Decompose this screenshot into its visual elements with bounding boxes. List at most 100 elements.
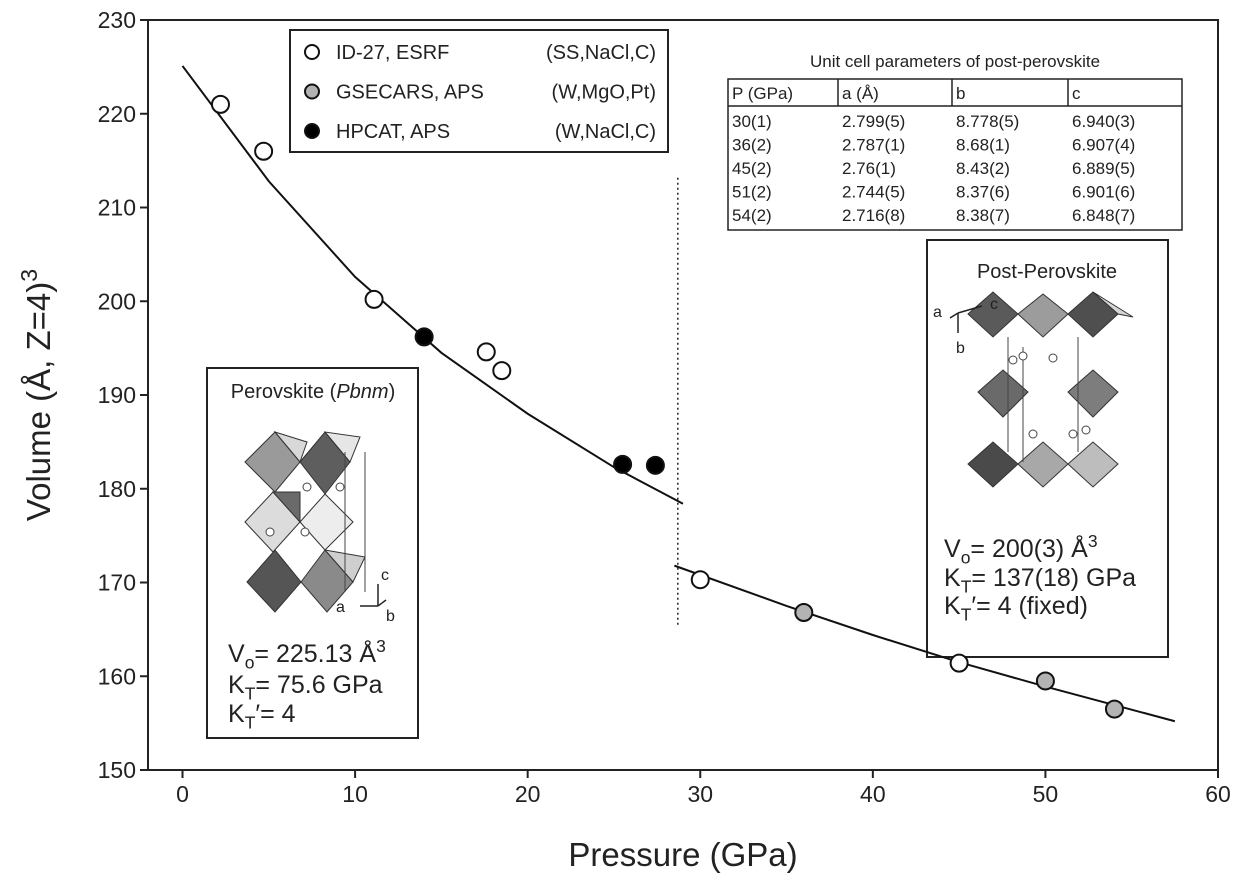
table-cell: 2.787(1) [842, 136, 905, 155]
annotation-line-main: K [228, 671, 245, 699]
table-cell: 51(2) [732, 183, 772, 202]
crystal-axis-label: a [336, 599, 345, 616]
data-point [212, 96, 229, 113]
y-axis-label-sup: 3 [16, 269, 42, 282]
crystal-axis-label: c [381, 567, 389, 584]
y-tick-label: 200 [98, 288, 136, 314]
table-cell: 8.68(1) [956, 136, 1010, 155]
table-cell: 2.799(5) [842, 112, 905, 131]
x-tick-label: 0 [176, 781, 189, 807]
table-cell: 54(2) [732, 206, 772, 225]
y-axis-label-main: Volume (Å [20, 369, 57, 521]
x-tick-label: 40 [860, 781, 886, 807]
annotation-title-part: Perovskite ( [231, 381, 337, 403]
annotation-line-rest: ′= 4 [255, 700, 295, 728]
table-cell: 8.43(2) [956, 159, 1010, 178]
y-tick-label: 190 [98, 382, 136, 408]
x-tick-label: 30 [687, 781, 713, 807]
table-cell: 6.889(5) [1072, 159, 1135, 178]
annotation-line-sub: T [961, 604, 972, 624]
table-header: b [956, 84, 965, 103]
annotation-line-main: V [228, 640, 245, 668]
data-point [478, 343, 495, 360]
table-header: c [1072, 84, 1081, 103]
table-cell: 6.907(4) [1072, 136, 1135, 155]
table-header: a (Å) [842, 84, 879, 103]
data-point [1037, 672, 1054, 689]
annotation-line-rest: ′= 4 (fixed) [971, 592, 1088, 620]
data-point [416, 328, 433, 345]
annotation-title-part: Post-Perovskite [977, 261, 1117, 283]
table-cell: 8.38(7) [956, 206, 1010, 225]
legend-label: GSECARS, APS [336, 82, 484, 104]
table-cell: 2.716(8) [842, 206, 905, 225]
x-axis-label: Pressure (GPa) [568, 836, 797, 873]
data-point [1106, 701, 1123, 718]
y-tick-label: 220 [98, 101, 136, 127]
annotation-line-sup: 3 [1088, 531, 1098, 551]
annotation-title-part: ) [389, 381, 396, 403]
y-tick-label: 180 [98, 476, 136, 502]
y-tick-label: 150 [98, 757, 136, 783]
legend-label: ID-27, ESRF [336, 42, 449, 64]
y-axis-label: Volume (Å, Z=4)3 [16, 269, 57, 521]
annotation-line: KT′= 4 [228, 700, 296, 732]
annotation-line-rest: = 75.6 GPa [255, 671, 382, 699]
crystal-axis-label: a [933, 304, 942, 321]
data-point [255, 143, 272, 160]
annotation-line-rest: = 137(18) GPa [971, 564, 1136, 592]
x-tick-label: 50 [1033, 781, 1059, 807]
annotation-title-part: Pbnm [336, 381, 388, 403]
crystal-axis-label: b [956, 340, 965, 357]
table-cell: 45(2) [732, 159, 772, 178]
table-cell: 6.848(7) [1072, 206, 1135, 225]
annotation-line-rest: = 225.13 Å [254, 638, 376, 668]
data-point [493, 362, 510, 379]
table-cell: 6.940(3) [1072, 112, 1135, 131]
y-tick-label: 170 [98, 570, 136, 596]
legend-label: HPCAT, APS [336, 121, 450, 143]
table-cell: 36(2) [732, 136, 772, 155]
x-tick-label: 60 [1205, 781, 1231, 807]
perovskite-structure [245, 432, 365, 612]
data-point [951, 655, 968, 672]
data-point [647, 457, 664, 474]
data-point [366, 291, 383, 308]
annotation-line-sub: T [245, 712, 256, 732]
legend-marker [305, 45, 319, 59]
annotation-line-main: V [944, 535, 961, 563]
chart: 0 10 20 30 40 50 60 150 160 170 180 190 200 210 220 230… [0, 0, 1236, 885]
data-point [795, 604, 812, 621]
table-title: Unit cell parameters of post-perovskite [810, 52, 1100, 71]
table-cell: 8.37(6) [956, 183, 1010, 202]
data-point [614, 456, 631, 473]
table-cell: 2.76(1) [842, 159, 896, 178]
annotation-line-main: K [228, 700, 245, 728]
annotation-line-sub: o [245, 652, 255, 672]
y-tick-label: 160 [98, 663, 136, 689]
y-tick-label: 230 [98, 7, 136, 33]
annotation-line-rest: = 200(3) Å [970, 533, 1088, 563]
data-point [692, 571, 709, 588]
annotation-title: Perovskite (Pbnm) [231, 381, 396, 403]
table-cell: 2.744(5) [842, 183, 905, 202]
x-tick-label: 10 [342, 781, 368, 807]
crystal-axis-label: c [990, 296, 998, 313]
table-cell: 6.901(6) [1072, 183, 1135, 202]
legend-marker [305, 124, 319, 138]
legend-detail: (W,NaCl,C) [555, 121, 656, 143]
legend-marker [305, 85, 319, 99]
y-axis-label-rest: , Z=4) [20, 282, 57, 369]
y-tick-label: 210 [98, 195, 136, 221]
annotation-line-sub: T [245, 683, 256, 703]
x-tick-label: 20 [515, 781, 541, 807]
table-header: P (GPa) [732, 84, 793, 103]
annotation-line-sub: o [961, 547, 971, 567]
annotation-line-sup: 3 [376, 636, 386, 656]
annotation-line-main: K [944, 564, 961, 592]
crystal-axis-label: b [386, 608, 395, 625]
legend-detail: (SS,NaCl,C) [546, 42, 656, 64]
annotation-title: Post-Perovskite [977, 261, 1117, 283]
legend-detail: (W,MgO,Pt) [552, 82, 656, 104]
table-cell: 30(1) [732, 112, 772, 131]
